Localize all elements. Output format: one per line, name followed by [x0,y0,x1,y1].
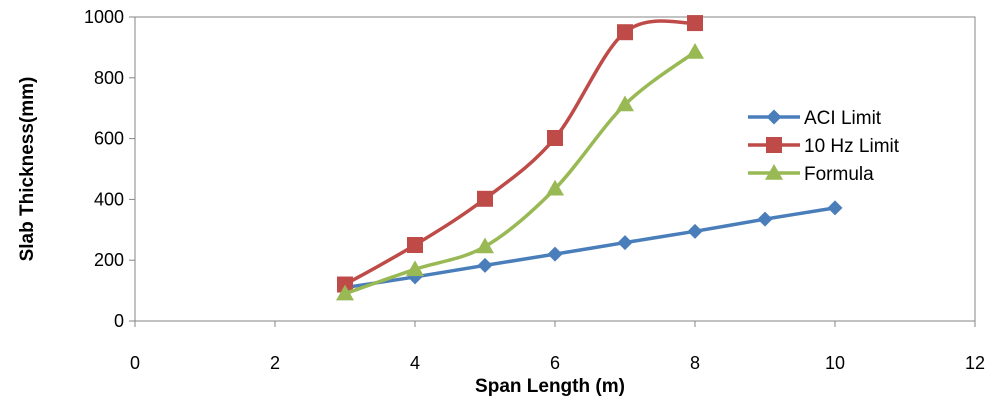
data-point-10-hz-limit [337,276,353,293]
data-point-formula [406,260,424,277]
x-tick-label: 4 [410,353,420,373]
legend-marker-formula [765,164,783,180]
legend-label-10-hz-limit: 10 Hz Limit [804,136,900,157]
data-point-formula [616,95,634,112]
y-tick-label: 400 [94,189,124,209]
data-point-aci-limit [547,246,563,262]
data-point-aci-limit [477,257,493,273]
x-tick-label: 12 [965,353,985,373]
legend-entry-10-hz-limit: 10 Hz Limit [748,136,900,157]
x-tick-label: 0 [130,353,140,373]
y-tick-label: 600 [94,129,124,149]
x-tick-label: 2 [270,353,280,373]
data-point-formula [336,284,354,301]
x-axis-title: Span Length (m) [475,376,625,397]
legend-entry-aci-limit: ACI Limit [748,108,882,129]
data-point-10-hz-limit [477,190,493,207]
data-point-10-hz-limit [687,15,703,32]
data-point-aci-limit [827,200,843,216]
legend-entry-formula: Formula [748,164,874,185]
legend-label-aci-limit: ACI Limit [804,108,882,129]
y-axis: 0 200 400 600 800 1000 [84,7,135,331]
legend-label-formula: Formula [804,164,874,185]
y-tick-label: 200 [94,250,124,270]
data-point-10-hz-limit [617,24,633,41]
y-tick-label: 1000 [84,7,124,27]
legend-marker-10-hz-limit [766,137,782,153]
data-point-formula [546,179,564,196]
data-point-formula [476,237,494,254]
series-10-hz-limit [337,15,703,293]
series-line-10-hz-limit [344,19,696,287]
data-point-formula [686,42,704,59]
y-axis-title: Slab Thickness(mm) [17,77,38,262]
y-tick-label: 800 [94,68,124,88]
x-tick-label: 6 [550,353,560,373]
x-tick-label: 8 [690,353,700,373]
data-point-10-hz-limit [407,237,423,253]
data-point-aci-limit [757,211,773,227]
series-layer [336,15,843,301]
x-tick-label: 10 [825,353,845,373]
y-tick-label: 0 [114,311,124,331]
series-formula [336,42,704,301]
data-point-aci-limit [617,235,633,251]
data-point-10-hz-limit [547,129,563,146]
legend: ACI Limit 10 Hz Limit Formula [748,108,900,185]
data-point-aci-limit [687,223,703,239]
x-axis: 0 2 4 6 8 10 12 [130,321,985,373]
legend-marker-aci-limit [766,109,782,125]
